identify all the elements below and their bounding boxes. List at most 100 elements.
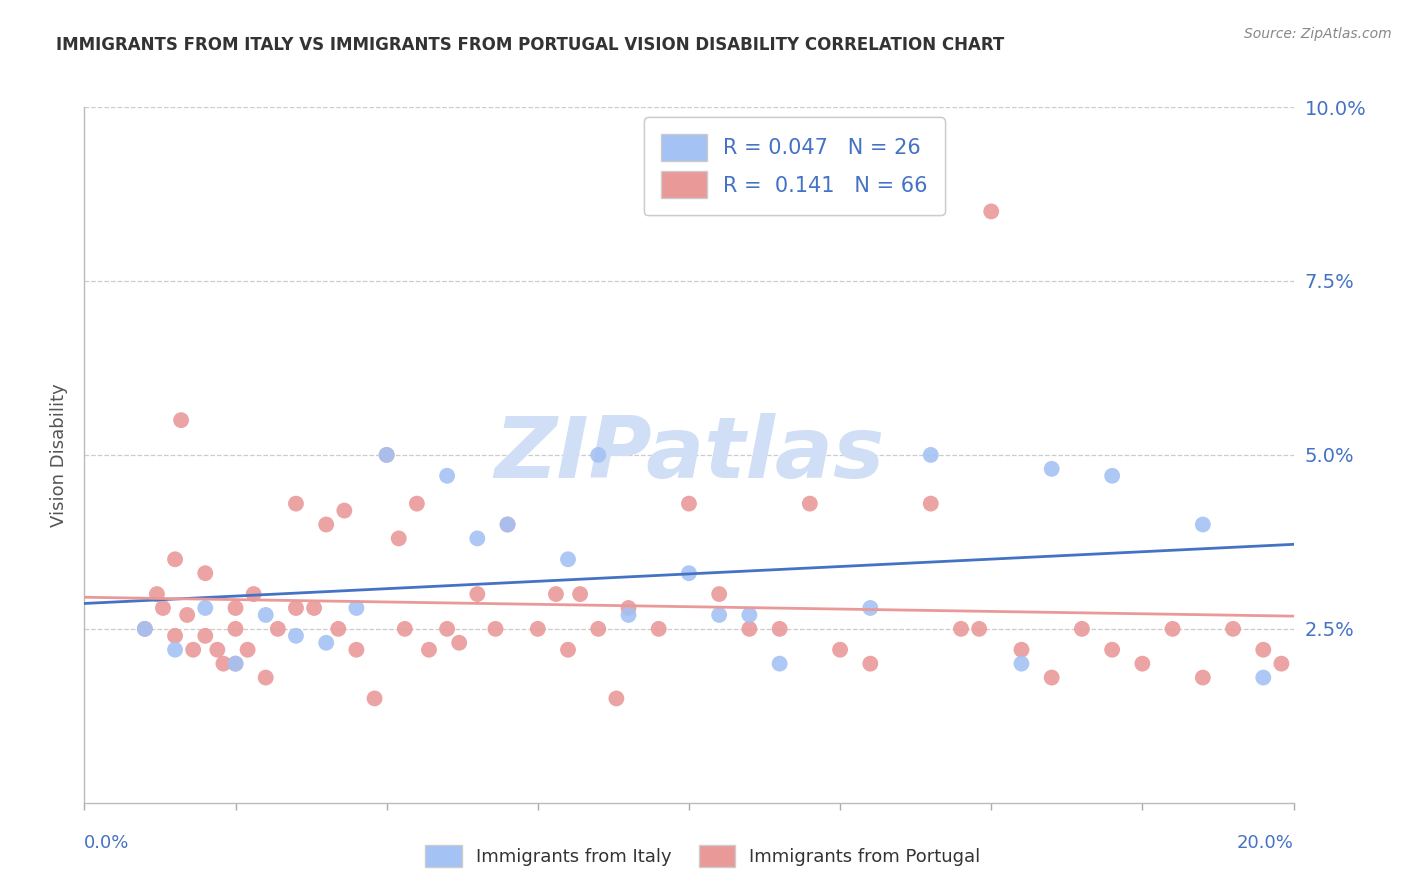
Point (1191, 517, 1213, 532)
Point (588, 448, 610, 462)
Point (163, 552, 186, 566)
Point (738, 607, 761, 622)
Point (328, 622, 350, 636)
Point (1071, 622, 1094, 636)
Point (557, 552, 579, 566)
Point (225, 657, 247, 671)
Point (254, 607, 277, 622)
Point (436, 468, 458, 483)
Point (967, 622, 990, 636)
Point (449, 636, 471, 650)
Point (678, 566, 700, 581)
Point (284, 629, 308, 643)
Point (830, 642, 852, 657)
Point (1191, 671, 1213, 685)
Point (1040, 462, 1063, 476)
Text: 0.0%: 0.0% (84, 834, 129, 852)
Point (194, 629, 217, 643)
Point (163, 629, 186, 643)
Point (859, 657, 882, 671)
Point (418, 642, 440, 657)
Point (950, 622, 973, 636)
Point (467, 587, 489, 601)
Point (1010, 657, 1032, 671)
Point (709, 587, 731, 601)
Point (1251, 642, 1274, 657)
Point (236, 642, 259, 657)
Point (617, 607, 640, 622)
Point (980, 204, 1002, 219)
Point (134, 622, 156, 636)
Point (920, 448, 942, 462)
Point (1101, 642, 1123, 657)
Point (799, 497, 821, 511)
Point (375, 448, 398, 462)
Point (617, 601, 640, 615)
Point (163, 642, 186, 657)
Point (176, 607, 198, 622)
Point (605, 691, 627, 706)
Point (315, 636, 337, 650)
Point (225, 657, 247, 671)
Point (1270, 657, 1292, 671)
Point (544, 587, 567, 601)
Point (1222, 622, 1244, 636)
Point (363, 691, 385, 706)
Point (496, 517, 519, 532)
Legend: Immigrants from Italy, Immigrants from Portugal: Immigrants from Italy, Immigrants from P… (418, 838, 988, 874)
Point (194, 601, 217, 615)
Point (436, 622, 458, 636)
Legend: R = 0.047   N = 26, R =  0.141   N = 66: R = 0.047 N = 26, R = 0.141 N = 66 (644, 118, 945, 215)
Point (254, 671, 277, 685)
Point (769, 622, 792, 636)
Point (1251, 671, 1274, 685)
Point (920, 497, 942, 511)
Point (267, 622, 290, 636)
Point (225, 622, 247, 636)
Point (302, 601, 325, 615)
Point (388, 532, 411, 546)
Point (152, 601, 174, 615)
Point (406, 497, 429, 511)
Point (394, 622, 416, 636)
Point (526, 622, 548, 636)
Point (242, 587, 264, 601)
Point (484, 622, 506, 636)
Point (569, 587, 592, 601)
Text: 20.0%: 20.0% (1237, 834, 1294, 852)
Point (1010, 642, 1032, 657)
Point (225, 601, 247, 615)
Point (134, 622, 156, 636)
Point (1040, 671, 1063, 685)
Y-axis label: Vision Disability: Vision Disability (49, 383, 67, 527)
Point (284, 601, 308, 615)
Point (315, 517, 337, 532)
Point (738, 622, 761, 636)
Point (170, 413, 193, 427)
Point (467, 532, 489, 546)
Text: IMMIGRANTS FROM ITALY VS IMMIGRANTS FROM PORTUGAL VISION DISABILITY CORRELATION : IMMIGRANTS FROM ITALY VS IMMIGRANTS FROM… (56, 36, 1004, 54)
Point (207, 642, 229, 657)
Point (212, 657, 235, 671)
Point (333, 503, 356, 517)
Point (346, 642, 368, 657)
Point (588, 622, 610, 636)
Point (346, 601, 368, 615)
Point (1130, 657, 1153, 671)
Point (647, 622, 671, 636)
Point (769, 657, 792, 671)
Point (284, 497, 308, 511)
Point (181, 642, 204, 657)
Point (375, 448, 398, 462)
Text: Source: ZipAtlas.com: Source: ZipAtlas.com (1244, 27, 1392, 41)
Point (859, 601, 882, 615)
Point (557, 642, 579, 657)
Point (1101, 468, 1123, 483)
Point (194, 566, 217, 581)
Point (496, 517, 519, 532)
Point (1161, 622, 1184, 636)
Text: ZIPatlas: ZIPatlas (494, 413, 884, 497)
Point (709, 607, 731, 622)
Point (146, 587, 169, 601)
Point (678, 497, 700, 511)
